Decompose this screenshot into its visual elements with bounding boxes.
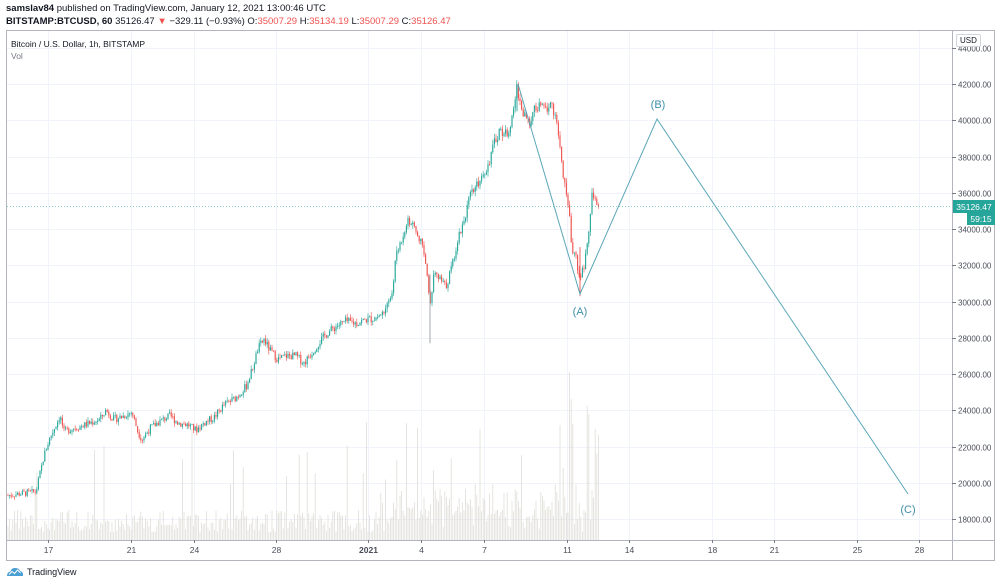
- chart-frame: [6, 30, 995, 561]
- price-tick-label: 36000.00: [958, 190, 992, 199]
- time-tick-label: 17: [44, 545, 54, 555]
- time-tick-label: 14: [625, 545, 635, 555]
- time-tick-label: 28: [915, 545, 925, 555]
- price-tick-label: 44000.00: [958, 45, 992, 54]
- author-name[interactable]: samslav84: [6, 3, 55, 14]
- currency-badge[interactable]: USD: [956, 34, 981, 47]
- symbol-line: BITSTAMP:BTCUSD, 60 35126.47 ▼ −329.11 (…: [6, 15, 451, 28]
- time-tick-label: 24: [190, 545, 200, 555]
- time-tick-label: 11: [563, 545, 572, 555]
- volume-bars: [7, 371, 599, 540]
- volume-label[interactable]: Vol: [11, 51, 23, 61]
- time-tick-label: 4: [419, 545, 424, 555]
- low-value: 35007.29: [359, 16, 400, 27]
- price-tick-label: 34000.00: [958, 226, 992, 235]
- candlesticks: [7, 80, 599, 500]
- time-tick-label: 2021: [359, 545, 378, 555]
- open-label: O:: [247, 16, 258, 27]
- grid-lines: [7, 31, 952, 540]
- wave-b-label: (B): [651, 99, 666, 111]
- price-tick-label: 42000.00: [958, 81, 992, 90]
- publish-header: samslav84 published on TradingView.com, …: [6, 2, 451, 28]
- high-value: 35134.19: [309, 16, 349, 27]
- close-label: C:: [401, 16, 412, 27]
- price-change: −329.11 (−0.93%): [169, 16, 245, 27]
- chart-legend: Bitcoin / U.S. Dollar, 1h, BITSTAMP Vol: [11, 38, 145, 62]
- last-price: 35126.47: [115, 16, 155, 27]
- symbol-label: BITSTAMP:BTCUSD, 60: [6, 16, 113, 27]
- time-tick-label: 21: [127, 545, 137, 555]
- price-axis-ticks: 18000.00 20000.00 22000.00 24000.00 26000.00…: [952, 45, 992, 525]
- price-tick-label: 28000.00: [958, 335, 992, 344]
- time-tick-label: 25: [853, 545, 863, 555]
- footer: TradingView: [6, 566, 77, 577]
- open-value: 35007.29: [257, 16, 298, 27]
- countdown-badge: [967, 213, 995, 225]
- high-label: H:: [299, 16, 310, 27]
- down-triangle-icon: ▼: [157, 16, 167, 27]
- price-tick-label: 32000.00: [958, 262, 992, 271]
- price-tick-label: 22000.00: [958, 444, 992, 453]
- close-value: 35126.47: [411, 16, 451, 27]
- countdown-text: 59:15: [970, 214, 992, 224]
- price-tick-label: 24000.00: [958, 407, 992, 416]
- price-tick-label: 20000.00: [958, 480, 992, 489]
- current-price-badge: [953, 200, 995, 213]
- current-price-text: 35126.47: [956, 202, 992, 212]
- wave-a-label: (A): [573, 306, 588, 318]
- time-axis-ticks: 17 21 24 28 2021 4 7 11 14 18 21 25 28: [44, 540, 925, 555]
- publish-line: samslav84 published on TradingView.com, …: [6, 2, 451, 15]
- price-tick-label: 18000.00: [958, 516, 992, 525]
- low-label: L:: [351, 16, 360, 27]
- tradingview-logo-icon: [7, 567, 24, 576]
- published-text: published on TradingView.com, January 12…: [56, 3, 326, 14]
- time-tick-label: 28: [272, 545, 282, 555]
- time-tick-label: 7: [482, 545, 487, 555]
- price-tick-label: 26000.00: [958, 371, 992, 380]
- price-tick-label: 40000.00: [958, 117, 992, 126]
- abc-correction-drawing[interactable]: [517, 83, 909, 495]
- time-tick-label: 18: [708, 545, 718, 555]
- series-title[interactable]: Bitcoin / U.S. Dollar, 1h, BITSTAMP: [11, 39, 145, 49]
- price-tick-label: 38000.00: [958, 154, 992, 163]
- time-tick-label: 21: [770, 545, 780, 555]
- wave-c-label: (C): [900, 504, 915, 516]
- price-tick-label: 30000.00: [958, 299, 992, 308]
- tradingview-brand[interactable]: TradingView: [27, 566, 77, 577]
